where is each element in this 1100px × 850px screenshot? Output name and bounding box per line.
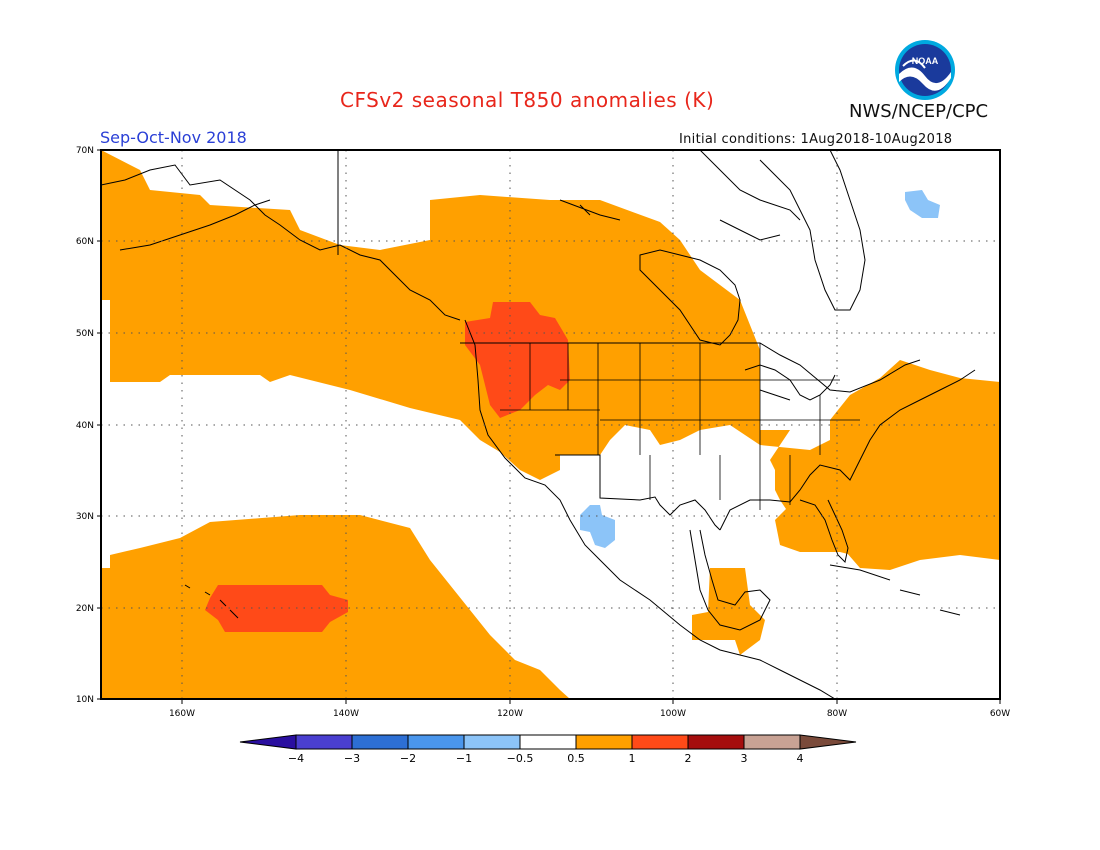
- logo-text: NOAA: [912, 56, 939, 66]
- lat-label: 40N: [76, 421, 94, 431]
- colorbar-swatch: [463, 734, 521, 750]
- lon-label: 120W: [497, 709, 523, 719]
- lon-labels: 160W 140W 120W 100W 80W 60W: [169, 709, 1010, 719]
- anomaly-region-central-america: [692, 568, 765, 655]
- lat-label: 30N: [76, 512, 94, 522]
- anomaly-region-labrador-cool: [905, 190, 940, 218]
- state-border-layer: [500, 343, 860, 510]
- noaa-logo: NOAA: [895, 40, 955, 100]
- colorbar-label: −0.5: [507, 752, 534, 765]
- colorbar-label: −2: [400, 752, 416, 765]
- us-west-coast: [464, 319, 836, 699]
- colorbar-label: 1: [629, 752, 636, 765]
- gulf-coast: [719, 369, 976, 531]
- colorbar-swatch: [575, 734, 633, 750]
- florida-peninsula: [799, 499, 849, 564]
- canadian-archipelago: [559, 150, 801, 241]
- colorbar-label: 4: [797, 752, 804, 765]
- aleutian-islands: [119, 199, 271, 251]
- anomaly-region-east-coast: [775, 382, 1000, 562]
- colorbar-label: 0.5: [567, 752, 585, 765]
- lat-label: 50N: [76, 329, 94, 339]
- lat-label: 10N: [76, 695, 94, 705]
- lon-label: 160W: [169, 709, 195, 719]
- tick-marks: [97, 149, 1001, 704]
- colorbar-swatch: [295, 734, 353, 750]
- colorbar-label: 2: [685, 752, 692, 765]
- us-mexico-border: [555, 454, 721, 531]
- lat-label: 60N: [76, 237, 94, 247]
- caribbean-islands: [829, 564, 961, 616]
- colorbar-label: −4: [288, 752, 304, 765]
- lat-label: 70N: [76, 146, 94, 156]
- colorbar-swatch: [407, 734, 465, 750]
- anomaly-fill-layer: [101, 150, 1000, 699]
- graticule-layer: [101, 150, 1000, 699]
- lon-label: 60W: [990, 709, 1010, 719]
- hawaii-islands: [184, 584, 239, 619]
- lon-label: 100W: [660, 709, 686, 719]
- great-lakes: [744, 364, 836, 401]
- lon-label: 80W: [827, 709, 847, 719]
- colorbar-swatch: [743, 734, 801, 750]
- coastline-layer: [101, 150, 976, 699]
- season-label: Sep-Oct-Nov 2018: [100, 128, 247, 147]
- colorbar-label: −1: [456, 752, 472, 765]
- colorbar-arrow-high: [799, 734, 857, 750]
- initial-conditions-label: Initial conditions: 1Aug2018-10Aug2018: [679, 132, 953, 147]
- colorbar-label: 3: [741, 752, 748, 765]
- anomaly-region-southwest-cool: [580, 505, 615, 548]
- lat-labels: 70N 60N 50N 40N 30N 20N 10N: [76, 146, 94, 705]
- colorbar-arrow-low: [239, 734, 297, 750]
- lat-label: 20N: [76, 604, 94, 614]
- mexico-coast: [689, 529, 771, 631]
- alaska-coastline: [101, 164, 461, 321]
- colorbar-swatch: [351, 734, 409, 750]
- colorbar-swatch: [687, 734, 745, 750]
- lon-label: 140W: [333, 709, 359, 719]
- hudson-bay: [639, 249, 741, 346]
- canada-us-border: [337, 150, 921, 393]
- colorbar-label: −3: [344, 752, 360, 765]
- colorbar: −4 −3 −2 −1 −0.5 0.5 1 2 3 4: [239, 734, 857, 765]
- greenland-coast: [759, 150, 866, 311]
- anomaly-region-hawaii: [205, 585, 348, 632]
- colorbar-swatch: [519, 734, 577, 750]
- map-title: CFSv2 seasonal T850 anomalies (K): [340, 88, 715, 112]
- agency-label: NWS/NCEP/CPC: [849, 101, 989, 122]
- colorbar-swatch: [631, 734, 689, 750]
- anomaly-region-pacific-northwest: [465, 302, 570, 418]
